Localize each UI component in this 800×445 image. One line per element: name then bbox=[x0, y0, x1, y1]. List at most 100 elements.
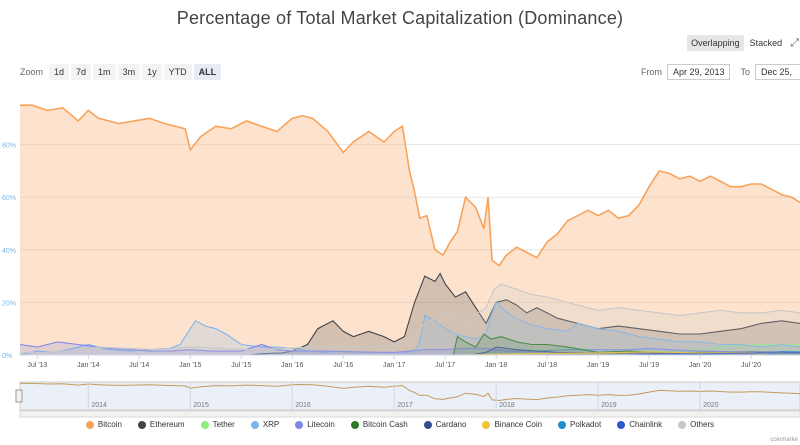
dominance-chart: 0% 20% 40% 60% 80% Jul '13 Jan '14 Jul '14 Jan … bbox=[2, 104, 800, 418]
ethereum-area bbox=[20, 273, 800, 355]
to-date-input[interactable]: Dec 25, bbox=[755, 64, 800, 80]
x-tick-label: Jul '13 bbox=[27, 362, 47, 369]
legend-label: Tether bbox=[212, 420, 235, 429]
legend-item-bitcoin[interactable]: Bitcoin bbox=[85, 420, 122, 429]
legend-label: Bitcoin bbox=[97, 420, 122, 429]
navigator-left-handle[interactable] bbox=[15, 389, 23, 403]
zoom-1m-button[interactable]: 1m bbox=[93, 64, 116, 80]
x-tick-label: Jan '18 bbox=[485, 362, 507, 369]
legend-label: Others bbox=[690, 420, 715, 429]
legend-label: Chainlink bbox=[629, 420, 663, 429]
navigator-label: 2017 bbox=[397, 402, 413, 409]
binance-coin-area bbox=[20, 351, 800, 355]
legend-label: Litecoin bbox=[307, 420, 335, 429]
xrp-area bbox=[20, 302, 800, 355]
mode-switch: Overlapping Stacked ⤢ bbox=[685, 35, 800, 51]
zoom-ytd-button[interactable]: YTD bbox=[163, 64, 192, 80]
litecoin-line[interactable] bbox=[19, 341, 800, 353]
bitcoin-line[interactable] bbox=[20, 104, 800, 267]
navigator-label: 2018 bbox=[499, 402, 515, 409]
legend-marker-icon bbox=[250, 420, 259, 429]
date-range: From Apr 29, 2013 To Dec 25, bbox=[641, 64, 800, 80]
x-tick-label: Jul '20 bbox=[741, 362, 761, 369]
legend-marker-icon bbox=[295, 420, 304, 429]
x-tick-label: Jul '16 bbox=[333, 362, 353, 369]
zoom-label: Zoom bbox=[20, 67, 44, 77]
y-tick-label: 80% bbox=[2, 143, 16, 150]
from-label: From bbox=[640, 67, 662, 77]
chart-title: Percentage of Total Market Capitalizatio… bbox=[176, 8, 624, 28]
legend-label: XRP bbox=[262, 420, 280, 429]
legend-label: Bitcoin Cash bbox=[362, 420, 408, 429]
x-tick-label: Jul '19 bbox=[639, 362, 659, 369]
navigator-series-line bbox=[20, 382, 800, 402]
legend-marker-icon bbox=[137, 420, 146, 429]
x-tick-label: Jan '20 bbox=[689, 362, 711, 369]
legend-marker-icon bbox=[678, 420, 687, 429]
navigator-label: 2020 bbox=[703, 402, 719, 409]
y-tick-label: 40% bbox=[2, 248, 16, 255]
x-tick-label: Jul '15 bbox=[231, 362, 251, 369]
legend-label: Binance Coin bbox=[494, 420, 543, 429]
x-tick-label: Jan '17 bbox=[383, 362, 405, 369]
others-area bbox=[20, 284, 800, 355]
expand-icon[interactable]: ⤢ bbox=[790, 36, 799, 49]
zoom-bar: Zoom 1d 7d 1m 3m 1y YTD ALL bbox=[20, 64, 223, 80]
y-tick-label: 20% bbox=[2, 300, 16, 307]
legend-marker-icon bbox=[617, 420, 626, 429]
legend-item-cardano[interactable]: Cardano bbox=[423, 420, 467, 429]
y-tick-label: 0% bbox=[2, 353, 12, 360]
navigator-label: 2019 bbox=[601, 402, 617, 409]
legend-label: Polkadot bbox=[570, 420, 602, 429]
legend-label: Ethereum bbox=[149, 420, 185, 429]
legend-label: Cardano bbox=[435, 420, 467, 429]
x-tick-label: Jul '17 bbox=[435, 362, 455, 369]
x-tick-label: Jul '14 bbox=[129, 362, 149, 369]
bitcoin-area bbox=[20, 105, 800, 355]
x-axis: Jul '13 Jan '14 Jul '14 Jan '15 Jul '15 Jan '… bbox=[20, 354, 800, 369]
navigator-label: 2016 bbox=[295, 402, 311, 409]
stacked-button[interactable]: Stacked bbox=[749, 38, 783, 48]
legend-marker-icon bbox=[200, 420, 209, 429]
legend-item-others[interactable]: Others bbox=[678, 420, 714, 429]
from-date-input[interactable]: Apr 29, 2013 bbox=[666, 64, 731, 80]
x-tick-label: Jul '18 bbox=[537, 362, 557, 369]
zoom-3m-button[interactable]: 3m bbox=[117, 64, 141, 80]
overlapping-button[interactable]: Overlapping bbox=[687, 35, 744, 51]
zoom-all-button[interactable]: ALL bbox=[193, 64, 222, 80]
zoom-1d-button[interactable]: 1d bbox=[49, 64, 70, 80]
legend-item-xrp[interactable]: XRP bbox=[250, 420, 280, 429]
ethereum-line[interactable] bbox=[20, 272, 800, 356]
legend-marker-icon bbox=[85, 420, 94, 429]
legend-marker-icon bbox=[350, 420, 359, 429]
y-axis: 0% 20% 40% 60% 80% bbox=[2, 143, 16, 360]
navigator[interactable]: 2014 2015 2016 2017 2018 2019 2020 bbox=[15, 381, 800, 418]
zoom-1y-button[interactable]: 1y bbox=[142, 64, 162, 80]
x-tick-label: Jan '19 bbox=[587, 362, 609, 369]
legend: Bitcoin Ethereum Tether XRP Litecoin Bitcoin … bbox=[0, 420, 800, 429]
series-areas bbox=[19, 104, 800, 356]
tether-line[interactable] bbox=[20, 343, 800, 356]
x-tick-label: Jan '16 bbox=[281, 362, 303, 369]
legend-item-tether[interactable]: Tether bbox=[200, 420, 235, 429]
legend-item-chainlink[interactable]: Chainlink bbox=[617, 420, 662, 429]
navigator-label: 2014 bbox=[91, 402, 107, 409]
y-tick-label: 60% bbox=[2, 195, 16, 202]
navigator-scrollbar[interactable] bbox=[19, 410, 800, 418]
navigator-window[interactable] bbox=[19, 381, 800, 411]
legend-item-polkadot[interactable]: Polkadot bbox=[558, 420, 601, 429]
zoom-7d-button[interactable]: 7d bbox=[71, 64, 92, 80]
credit-text: coinmarke bbox=[770, 437, 798, 443]
legend-item-binance-coin[interactable]: Binance Coin bbox=[482, 420, 542, 429]
to-label: To bbox=[740, 67, 750, 77]
others-line[interactable] bbox=[20, 283, 800, 353]
legend-marker-icon bbox=[482, 420, 491, 429]
legend-marker-icon bbox=[558, 420, 567, 429]
legend-item-ethereum[interactable]: Ethereum bbox=[137, 420, 185, 429]
legend-item-bitcoin-cash[interactable]: Bitcoin Cash bbox=[350, 420, 408, 429]
legend-marker-icon bbox=[423, 420, 432, 429]
x-tick-label: Jan '15 bbox=[179, 362, 201, 369]
legend-item-litecoin[interactable]: Litecoin bbox=[295, 420, 335, 429]
navigator-label: 2015 bbox=[193, 402, 209, 409]
x-tick-label: Jan '14 bbox=[77, 362, 99, 369]
